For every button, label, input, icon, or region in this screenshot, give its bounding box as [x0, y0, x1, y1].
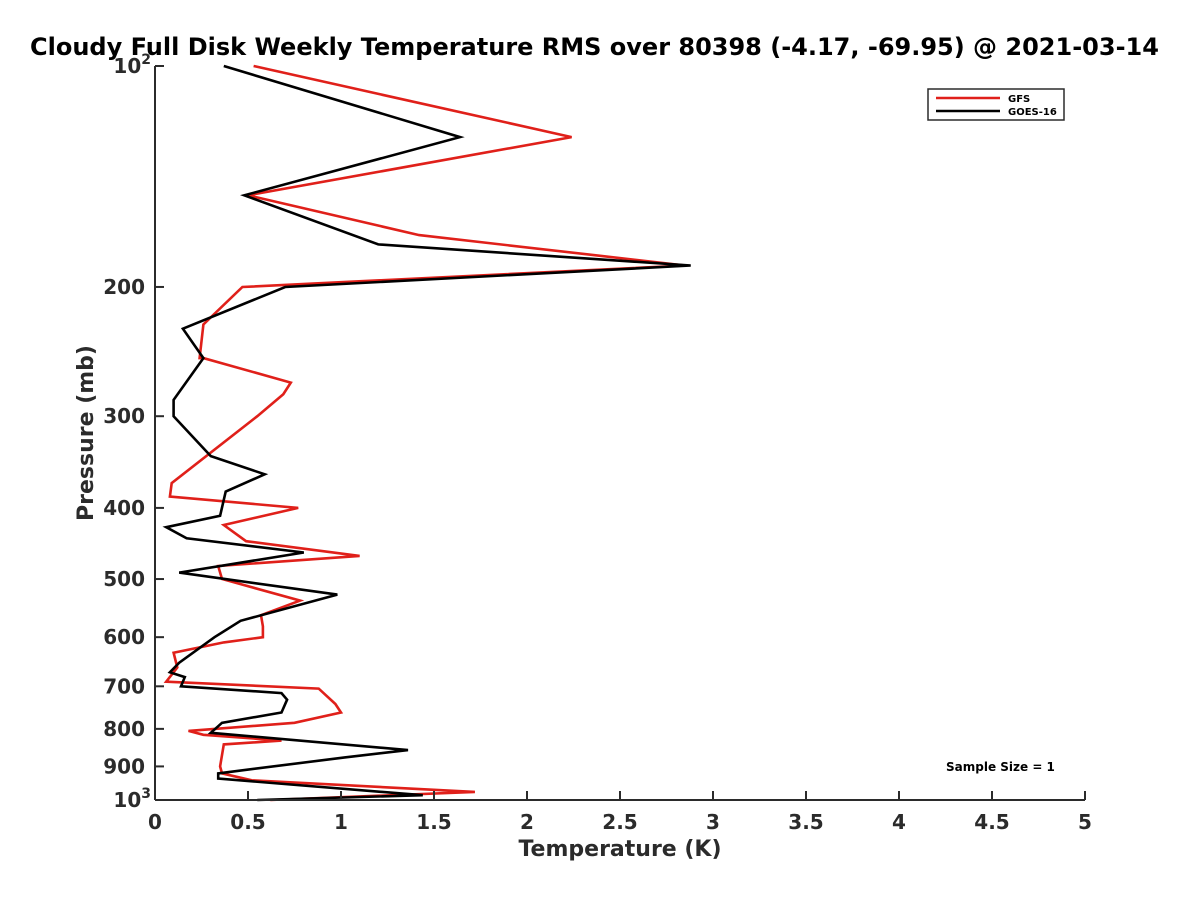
chart-title: Cloudy Full Disk Weekly Temperature RMS …	[30, 33, 1159, 61]
legend: GFS GOES-16	[927, 88, 1065, 121]
x-tick-label: 2	[520, 810, 534, 834]
legend-label-goes-16: GOES-16	[1008, 107, 1057, 118]
y-tick-label: 600	[103, 625, 145, 649]
axes	[154, 66, 1085, 801]
series-layer	[162, 64, 691, 802]
x-axis-label: Temperature (K)	[518, 837, 721, 862]
y-tick-label: 102	[113, 52, 151, 78]
x-tick-label: 0	[148, 810, 162, 834]
y-tick-label: 800	[103, 717, 145, 741]
y-tick-label: 700	[103, 674, 145, 698]
x-tick-label: 1	[334, 810, 348, 834]
x-tick-label: 5	[1078, 810, 1092, 834]
series-line-goes-16	[162, 64, 691, 802]
y-tick-label: 400	[103, 496, 145, 520]
y-tick-label: 500	[103, 567, 145, 591]
x-tick-label: 3.5	[788, 810, 823, 834]
x-tick-label: 3	[706, 810, 720, 834]
y-tick-label: 103	[113, 786, 151, 812]
x-axis-ticks: 0 0.5 1 1.5 2 2.5 3 3.5 4 4.5 5	[148, 791, 1092, 834]
legend-items: GFS GOES-16	[936, 94, 1057, 118]
sample-size-annotation: Sample Size = 1	[946, 760, 1055, 774]
x-tick-label: 1.5	[416, 810, 451, 834]
x-tick-label: 4.5	[974, 810, 1009, 834]
legend-box	[927, 88, 1065, 121]
y-axis-label: Pressure (mb)	[74, 345, 99, 521]
legend-label-gfs: GFS	[1008, 94, 1030, 105]
series-line-gfs	[163, 64, 686, 802]
y-tick-label: 200	[103, 275, 145, 299]
y-axis-ticks: 102 200 300 400 500 600 700 800 900 103	[103, 52, 164, 812]
y-tick-label: 300	[103, 404, 145, 428]
y-tick-label: 900	[103, 754, 145, 778]
x-tick-label: 4	[892, 810, 906, 834]
x-tick-label: 2.5	[602, 810, 637, 834]
x-tick-label: 0.5	[230, 810, 265, 834]
